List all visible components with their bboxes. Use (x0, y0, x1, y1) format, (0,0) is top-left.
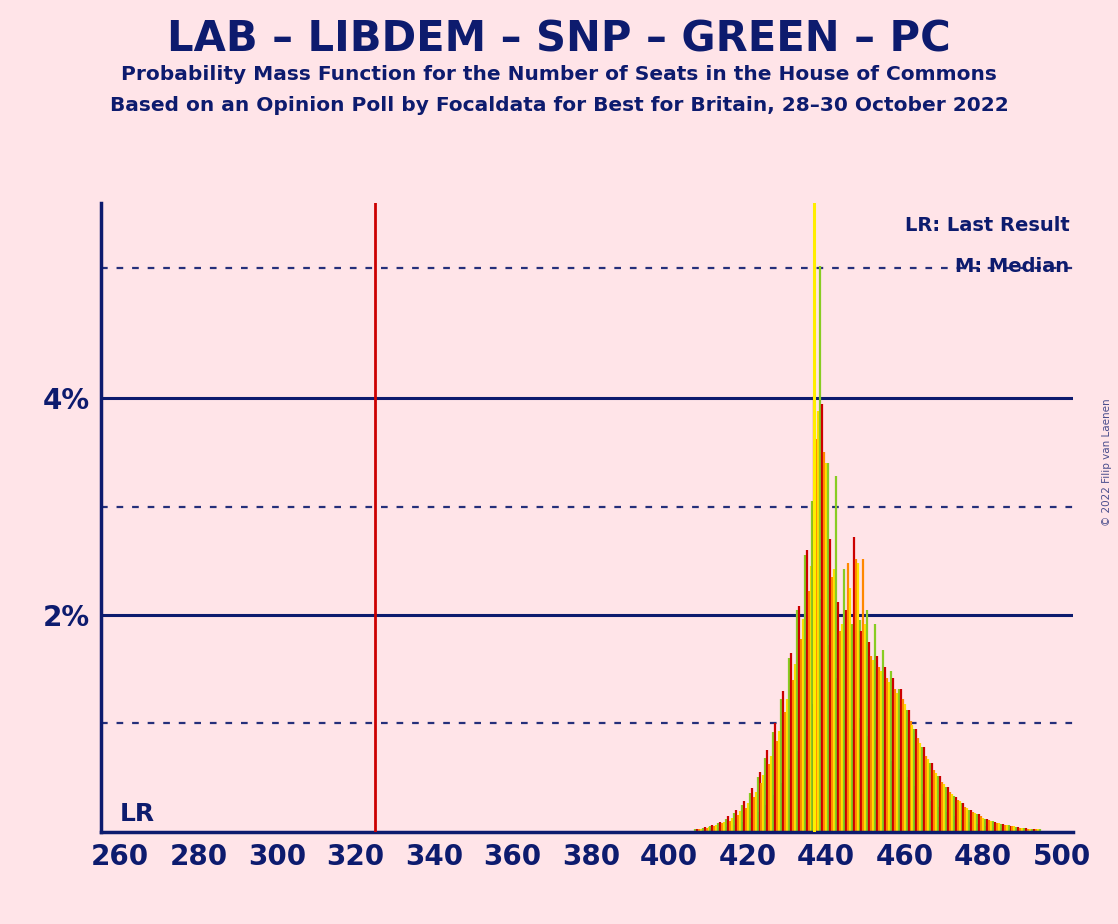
Text: Probability Mass Function for the Number of Seats in the House of Commons: Probability Mass Function for the Number… (121, 65, 997, 84)
Text: LAB – LIBDEM – SNP – GREEN – PC: LAB – LIBDEM – SNP – GREEN – PC (167, 18, 951, 60)
Text: LR: LR (121, 802, 155, 826)
Text: M: Median: M: Median (955, 257, 1069, 275)
Text: LR: Last Result: LR: Last Result (904, 216, 1069, 235)
Text: Based on an Opinion Poll by Focaldata for Best for Britain, 28–30 October 2022: Based on an Opinion Poll by Focaldata fo… (110, 96, 1008, 116)
Text: © 2022 Filip van Laenen: © 2022 Filip van Laenen (1102, 398, 1111, 526)
